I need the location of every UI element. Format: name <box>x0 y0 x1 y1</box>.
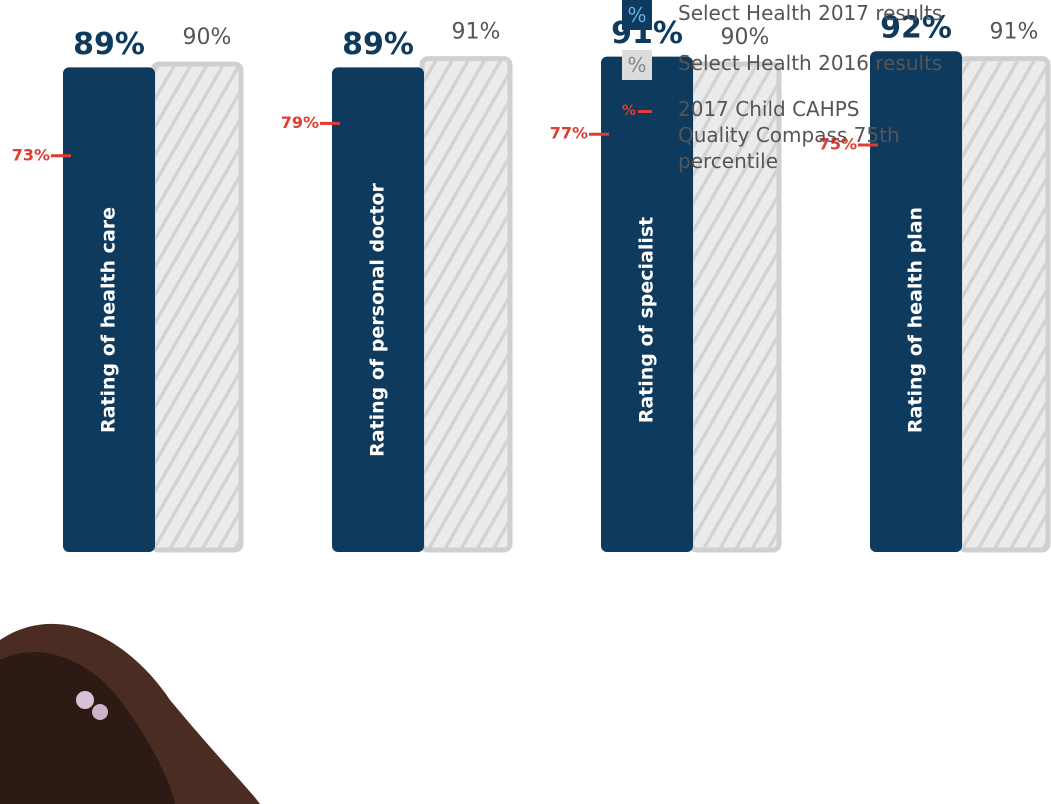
value-label-2016: 90% <box>183 25 232 50</box>
photo-hair-shadow <box>0 652 175 804</box>
category-label: Rating of personal doctor <box>367 182 389 456</box>
photo-hair-clip <box>92 704 108 720</box>
legend-item: % Select Health 2016 results <box>622 50 1008 80</box>
bar-2017 <box>63 67 155 553</box>
category-label: Rating of health plan <box>905 207 927 433</box>
legend-label: Select Health 2016 results <box>678 51 943 75</box>
category-label: Rating of health care <box>98 207 120 433</box>
legend-item: % 2017 Child CAHPS Quality Compass 75th … <box>622 96 918 174</box>
legend-line <box>638 109 652 113</box>
legend-swatch: % <box>622 50 652 80</box>
benchmark-label: 77% <box>550 124 588 143</box>
category-label: Rating of specialist <box>636 217 658 424</box>
value-label-2016: 90% <box>721 25 770 50</box>
benchmark-label: 75% <box>819 135 857 154</box>
legend-swatch: % <box>622 96 652 126</box>
bar-2016 <box>150 61 244 553</box>
legend-item: % Select Health 2017 results <box>622 0 1008 30</box>
value-label-2016: 91% <box>452 20 501 45</box>
bar-2017 <box>870 51 962 552</box>
bar-2016 <box>419 56 513 553</box>
legend-label: 2017 Child CAHPS Quality Compass 75th pe… <box>678 97 900 173</box>
value-label-2017: 89% <box>342 27 414 62</box>
bar-2016 <box>957 56 1051 553</box>
legend-symbol: % <box>622 103 637 119</box>
value-label-2016: 91% <box>990 20 1039 45</box>
benchmark-label: 79% <box>281 113 319 132</box>
bar-2017 <box>332 67 424 553</box>
value-label-2017: 89% <box>73 27 145 62</box>
photo-hair-clip <box>76 691 94 709</box>
legend-label: Select Health 2017 results <box>678 1 943 25</box>
legend-swatch: % <box>622 0 652 30</box>
benchmark-label: 73% <box>12 145 50 164</box>
value-label-2017: 92% <box>880 11 952 46</box>
